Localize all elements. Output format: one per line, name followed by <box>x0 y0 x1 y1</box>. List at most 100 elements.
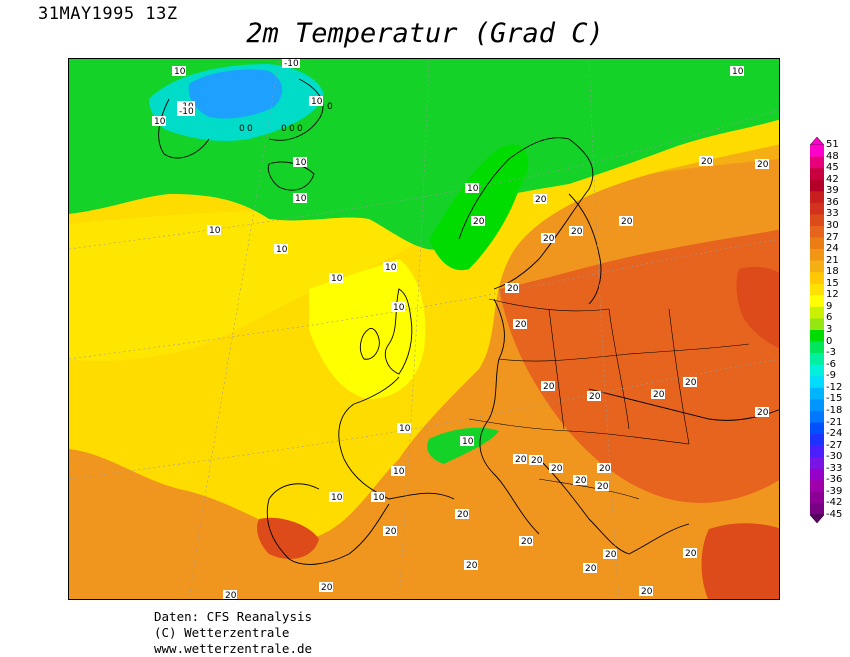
contour-label: 10 <box>331 493 343 503</box>
contour-label: 20 <box>597 482 609 492</box>
contour-label: 10 <box>295 194 307 204</box>
legend-swatch <box>810 145 824 157</box>
field-dark-orange-east <box>499 229 779 503</box>
legend-swatch <box>810 260 824 273</box>
legend-swatch <box>810 306 824 319</box>
legend-level-label: -27 <box>826 439 843 451</box>
legend-level-label: 45 <box>826 162 839 174</box>
lat-lon-grid <box>69 59 779 599</box>
contour-label: 20 <box>589 392 601 402</box>
contour-label: 20 <box>701 157 713 167</box>
contour-label: 20 <box>605 550 617 560</box>
legend-swatch <box>810 353 824 365</box>
contour-label: 20 <box>466 561 478 571</box>
contour-label: 10 <box>393 467 405 477</box>
legend-swatch <box>810 272 824 285</box>
contour-label: 20 <box>507 284 519 294</box>
legend-swatch <box>810 249 824 261</box>
legend-swatch <box>810 330 824 342</box>
legend-level-label: 6 <box>826 312 833 324</box>
field-blue-greenland <box>188 69 283 119</box>
contour-label: 10 <box>393 303 405 313</box>
legend-level-label: 33 <box>826 208 839 220</box>
contour-label: 20 <box>385 527 397 537</box>
legend-level-label: -39 <box>826 485 843 497</box>
legend-swatch <box>810 202 824 215</box>
contour-label: 10 <box>154 117 166 127</box>
field-yellow-pale <box>309 259 426 399</box>
legend-level-label: -36 <box>826 474 843 486</box>
legend-level-label: 9 <box>826 300 833 312</box>
contour-label: 10 <box>295 158 307 168</box>
contour-label: 10 <box>385 263 397 273</box>
field-red-anatolia <box>701 523 779 599</box>
legend-top-arrow <box>809 136 825 146</box>
legend-level-label: -9 <box>826 370 836 382</box>
contour-label: 20 <box>621 217 633 227</box>
map-title: 2m Temperatur (Grad C) <box>246 18 604 49</box>
legend-swatch <box>810 480 824 493</box>
contour-label: 0 <box>247 124 253 134</box>
contour-label: 20 <box>457 510 469 520</box>
legend-level-label: 39 <box>826 185 839 197</box>
legend-level-label: 0 <box>826 335 833 347</box>
contour-label: 10 <box>174 67 186 77</box>
legend-level-label: -3 <box>826 347 836 359</box>
legend-level-label: 30 <box>826 219 839 231</box>
contour-label: 20 <box>685 549 697 559</box>
contour-label: 20 <box>685 378 697 388</box>
legend-swatch <box>810 376 824 389</box>
legend-level-label: -24 <box>826 428 843 440</box>
legend-level-label: -30 <box>826 451 843 463</box>
contour-label: 20 <box>551 464 563 474</box>
contour-label: 0 <box>297 124 303 134</box>
legend-level-label: 24 <box>826 243 839 255</box>
legend-level-label: -42 <box>826 497 843 509</box>
color-legend-labels: 51 48 45 42 39 36 33 30 27 24 21 18 15 12 9 6 3 0 -3 -6 -9 -1… <box>826 137 850 523</box>
field-red-iberia <box>257 517 319 559</box>
contour-label: 10 <box>732 67 744 77</box>
legend-swatch <box>810 364 824 377</box>
legend-level-label: -12 <box>826 381 843 393</box>
contour-labels: -10 -10 -10 10 10 0 0 0 0 0 0 10 10 10 1… <box>152 59 769 600</box>
contour-label: 20 <box>575 476 587 486</box>
credit-line: (C) Wetterzentrale <box>154 625 290 640</box>
legend-level-label: -15 <box>826 393 843 405</box>
legend-level-label: 27 <box>826 231 839 243</box>
legend-level-label: 36 <box>826 196 839 208</box>
legend-swatch <box>810 445 824 458</box>
contour-label: 20 <box>757 160 769 170</box>
contour-label: 10 <box>311 97 323 107</box>
legend-level-label: 42 <box>826 173 839 185</box>
legend-level-label: -21 <box>826 416 843 428</box>
legend-level-label: 48 <box>826 150 839 162</box>
contour-label: 10 <box>399 424 411 434</box>
legend-level-label: -33 <box>826 462 843 474</box>
credit-line: Daten: CFS Reanalysis <box>154 609 313 624</box>
contour-label: 20 <box>571 227 583 237</box>
contour-label: 20 <box>225 591 237 600</box>
contour-label: 20 <box>653 390 665 400</box>
contour-label: 20 <box>473 217 485 227</box>
contour-label: 20 <box>535 195 547 205</box>
legend-level-label: 21 <box>826 254 839 266</box>
contour-label: 0 <box>289 124 295 134</box>
legend-swatch <box>810 387 824 400</box>
legend-swatch <box>810 225 824 238</box>
legend-swatch <box>810 468 824 481</box>
legend-swatch <box>810 191 824 204</box>
legend-bottom-arrow <box>809 514 825 524</box>
borders <box>468 298 750 500</box>
legend-swatch <box>810 295 824 308</box>
field-yellow-atlantic <box>69 209 415 361</box>
contour-label: 20 <box>599 464 611 474</box>
credits: Daten: CFS Reanalysis (C) Wetterzentrale… <box>154 609 312 657</box>
contour-label: 0 <box>239 124 245 134</box>
legend-swatch <box>810 237 824 250</box>
field-green-scandinavia <box>429 144 529 271</box>
legend-level-label: 51 <box>826 139 839 150</box>
temperature-map[interactable]: -10 -10 -10 10 10 0 0 0 0 0 0 10 10 10 1… <box>68 58 780 600</box>
contour-label: 20 <box>641 587 653 597</box>
legend-swatch <box>810 434 824 446</box>
legend-swatch <box>810 491 824 504</box>
